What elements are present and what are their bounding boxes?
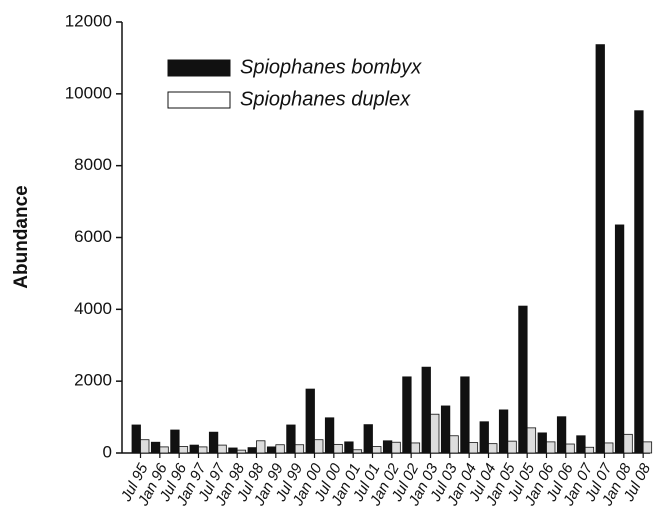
legend-swatch [167,59,231,77]
bar [131,424,141,454]
bar [333,443,343,454]
bar [556,416,567,454]
y-tick-label: 2000 [74,371,112,390]
bar [352,449,363,454]
bar [266,446,277,454]
bar [604,442,614,454]
bar [623,433,633,454]
bar [382,440,393,454]
bar [430,413,440,454]
bar [479,421,489,454]
bar [170,429,180,454]
bar [159,446,169,454]
y-axis-label: Abundance [11,185,32,288]
bar [324,417,335,454]
bar [507,440,517,454]
bar [372,446,382,454]
bar [449,435,459,454]
bar [584,446,595,454]
bar [208,431,219,454]
bar [236,449,247,454]
bar [595,44,605,454]
bar [286,424,296,454]
y-tick-label: 0 [103,442,112,461]
bar [576,435,586,454]
bar [198,446,208,454]
bar [189,444,199,454]
bar [526,427,537,454]
bar [256,440,266,454]
bar [275,444,285,454]
bar [565,443,575,454]
bar [546,441,556,454]
bar [247,447,257,454]
y-tick-label: 10000 [65,83,112,102]
bar [421,366,431,454]
bar [178,446,189,454]
bar [344,441,354,454]
bar [488,443,498,454]
y-tick-label: 12000 [65,11,112,30]
y-tick-label: 4000 [74,299,112,318]
bar [363,424,373,454]
bar [614,224,625,454]
bar [402,376,412,454]
bar [294,444,305,454]
bar [140,439,150,454]
bar [498,409,509,454]
legend-label: Spiophanes duplex [240,88,411,110]
bar [228,447,238,454]
legend-swatch [167,91,231,109]
bar [410,442,421,454]
bar [460,376,470,454]
legend-label: Spiophanes bombyx [240,56,422,78]
bar [537,432,547,454]
bar [305,388,315,454]
bar [217,444,227,454]
bar [440,405,451,454]
bar [150,441,161,454]
bar [468,442,479,454]
bar [314,439,324,454]
y-tick-label: 8000 [74,155,112,174]
bar [642,441,653,454]
y-tick-label: 6000 [74,227,112,246]
bar [518,305,528,454]
bar [391,441,401,454]
bar [634,110,644,454]
